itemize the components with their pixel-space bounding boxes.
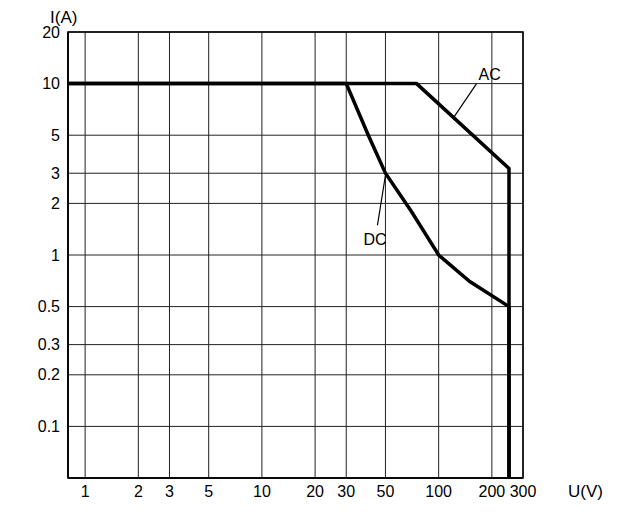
svg-text:30: 30 [337, 483, 355, 500]
svg-text:100: 100 [425, 483, 452, 500]
svg-text:10: 10 [253, 483, 271, 500]
svg-text:300: 300 [510, 483, 537, 500]
svg-text:3: 3 [165, 483, 174, 500]
svg-text:2: 2 [51, 195, 60, 212]
html-text:I(A): I(A) [50, 8, 78, 27]
html-text:U(V): U(V) [568, 482, 603, 501]
svg-text:0.5: 0.5 [38, 298, 60, 315]
svg-text:10: 10 [42, 75, 60, 92]
svg-text:2: 2 [134, 483, 143, 500]
svg-text:1: 1 [81, 483, 90, 500]
svg-text:DC: DC [363, 231, 386, 248]
svg-text:0.1: 0.1 [38, 418, 60, 435]
svg-text:1: 1 [51, 247, 60, 264]
svg-text:3: 3 [51, 165, 60, 182]
svg-text:0.3: 0.3 [38, 336, 60, 353]
svg-text:0.2: 0.2 [38, 366, 60, 383]
svg-text:20: 20 [42, 24, 60, 41]
svg-text:5: 5 [51, 127, 60, 144]
svg-text:AC: AC [479, 66, 501, 83]
svg-text:5: 5 [204, 483, 213, 500]
svg-text:200: 200 [479, 483, 506, 500]
svg-text:20: 20 [306, 483, 324, 500]
svg-text:50: 50 [377, 483, 395, 500]
